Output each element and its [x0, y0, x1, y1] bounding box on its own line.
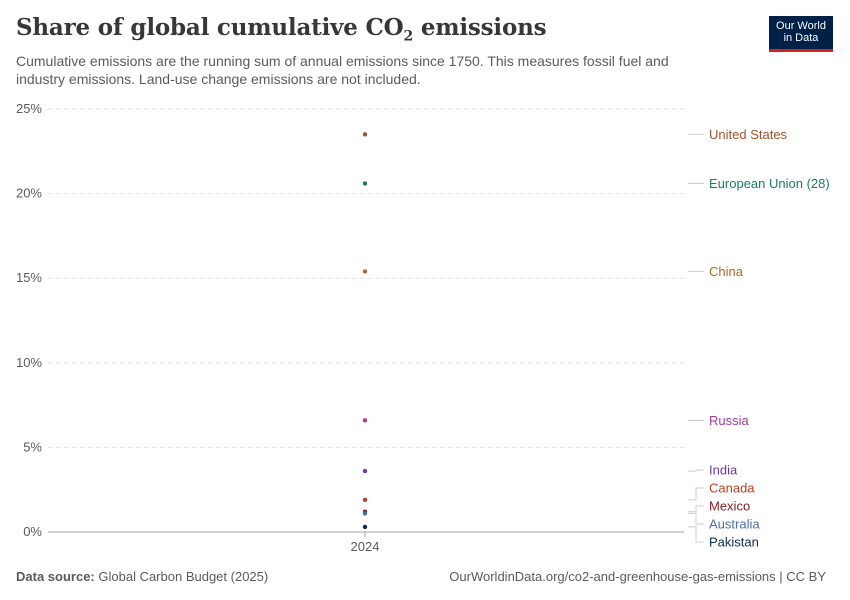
data-point	[362, 418, 368, 423]
series-label: Australia	[709, 517, 760, 532]
y-tick-label: 5%	[23, 439, 42, 454]
chart-title: Share of global cumulative CO2 emissions	[16, 14, 547, 45]
data-point	[362, 269, 368, 274]
series-label: India	[709, 463, 738, 478]
title-text: Share of global cumulative CO	[16, 14, 404, 41]
y-tick-label: 15%	[16, 270, 42, 285]
series-label: Russia	[709, 413, 750, 428]
points-layer	[362, 132, 368, 530]
series-label: Mexico	[709, 499, 750, 514]
grid-layer: 0% 5% 10% 15% 20% 25% 2024	[16, 101, 684, 554]
data-point	[362, 132, 368, 137]
x-tick-label: 2024	[351, 539, 380, 554]
label-connector	[688, 505, 704, 513]
source-url[interactable]: OurWorldinData.org/co2-and-greenhouse-ga…	[449, 569, 826, 584]
data-point	[362, 468, 368, 474]
title-text-end: emissions	[413, 14, 547, 41]
series-label: European Union (28)	[709, 176, 830, 191]
logo-line-2: in Data	[783, 32, 819, 44]
series-label: United States	[709, 127, 788, 142]
series-label: China	[709, 264, 744, 279]
data-point	[362, 511, 368, 516]
data-point	[362, 497, 368, 503]
owid-logo[interactable]: Our World in Data	[769, 16, 833, 52]
title-subscript: 2	[403, 28, 414, 45]
label-connector	[688, 526, 704, 543]
data-source-text: Global Carbon Budget (2025)	[98, 569, 269, 584]
y-tick-label: 0%	[23, 524, 42, 539]
y-tick-label: 10%	[16, 355, 42, 370]
data-source-label: Data source:	[16, 569, 95, 584]
data-source: Data source: Global Carbon Budget (2025)	[16, 569, 268, 584]
series-label: Pakistan	[709, 535, 759, 550]
chart-subtitle: Cumulative emissions are the running sum…	[16, 53, 669, 87]
y-tick-label: 25%	[16, 101, 42, 116]
logo-line-1: Our World	[776, 20, 826, 32]
data-point	[362, 524, 368, 530]
label-connector	[688, 512, 704, 525]
labels-layer: United States European Union (28) China Rus…	[688, 127, 830, 550]
label-connector	[688, 469, 704, 472]
y-tick-label: 20%	[16, 186, 42, 201]
series-label: Canada	[709, 481, 755, 496]
label-connector	[688, 487, 704, 501]
data-point	[362, 181, 368, 186]
